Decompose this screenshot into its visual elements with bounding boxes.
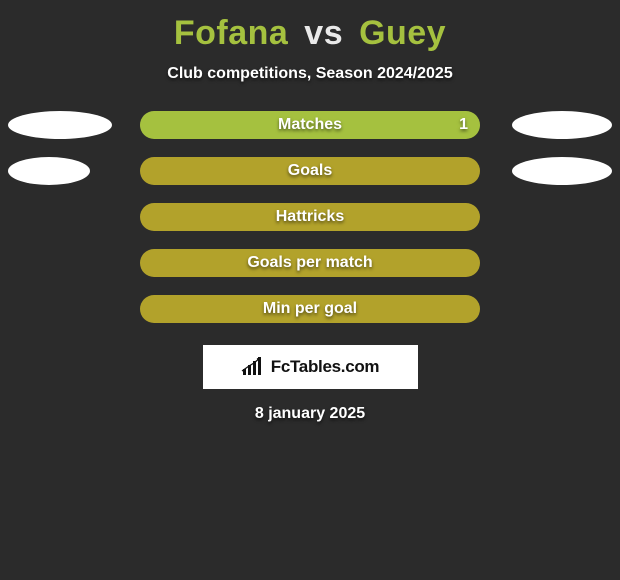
stat-label: Goals per match (247, 254, 372, 272)
stat-row: Goals (0, 157, 620, 185)
comparison-title: Fofana vs Guey (0, 0, 620, 53)
stat-value-right: 1 (459, 116, 468, 134)
footer-date: 8 january 2025 (0, 405, 620, 423)
bar-chart-icon (241, 357, 265, 377)
subtitle: Club competitions, Season 2024/2025 (0, 65, 620, 83)
right-ellipse (512, 111, 612, 139)
stat-bar: Goals per match (140, 249, 480, 277)
stat-bar: Matches 1 (140, 111, 480, 139)
stat-bar: Min per goal (140, 295, 480, 323)
player2-name: Guey (359, 14, 446, 52)
player1-name: Fofana (174, 14, 288, 52)
stat-label: Min per goal (263, 300, 357, 318)
logo-box: FcTables.com (203, 345, 418, 389)
stat-row: Matches 1 (0, 111, 620, 139)
left-ellipse (8, 111, 112, 139)
stat-rows: Matches 1 Goals Hattricks Goals per matc… (0, 111, 620, 323)
logo-text: FcTables.com (271, 357, 380, 377)
stat-label: Hattricks (276, 208, 344, 226)
left-ellipse (8, 157, 90, 185)
stat-label: Matches (278, 116, 342, 134)
stat-bar: Hattricks (140, 203, 480, 231)
right-ellipse (512, 157, 612, 185)
stat-bar: Goals (140, 157, 480, 185)
stat-label: Goals (288, 162, 332, 180)
stat-row: Min per goal (0, 295, 620, 323)
stat-row: Hattricks (0, 203, 620, 231)
stat-row: Goals per match (0, 249, 620, 277)
vs-text: vs (304, 14, 343, 52)
